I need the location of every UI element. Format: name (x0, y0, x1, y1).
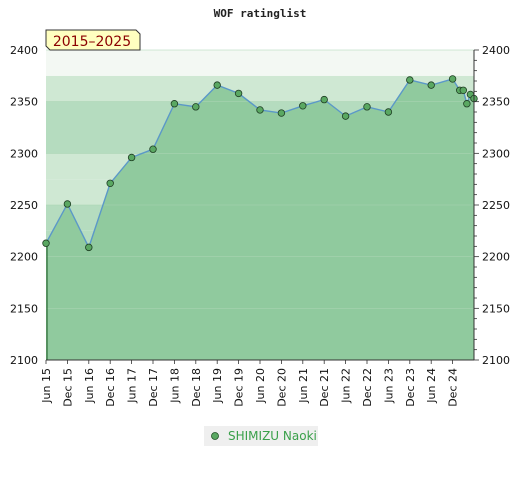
x-tick-label: Dec 23 (404, 368, 417, 407)
x-tick-label: Jun 20 (254, 368, 267, 404)
x-tick-label: Dec 16 (104, 368, 117, 407)
x-tick-label: Dec 18 (190, 368, 203, 407)
x-axis: Jun 15 Dec 15 Jun 16 Dec 16 Jun 17 Dec 17 Jun … (40, 359, 474, 407)
y-tick-label-right: 2150 (482, 302, 510, 315)
y-tick-label-right: 2250 (482, 199, 510, 212)
rating-markers (42, 75, 478, 252)
x-tick-label: Jun 23 (382, 368, 395, 404)
rating-point (106, 179, 114, 187)
x-tick-label: Jun 18 (168, 368, 181, 404)
rating-point (448, 75, 457, 83)
x-tick-label: Dec 15 (61, 368, 74, 407)
background-band (46, 50, 474, 76)
y-tick-label-right: 2400 (482, 44, 510, 57)
rating-point (85, 243, 93, 252)
rating-point (277, 109, 286, 117)
legend-box (204, 426, 318, 446)
rating-point (363, 103, 371, 111)
range-badge: 2015–2025 (45, 29, 141, 51)
x-tick-label: Dec 19 (233, 368, 246, 407)
x-tick-label: Jun 22 (340, 368, 353, 404)
x-tick-label: Jun 15 (40, 368, 53, 404)
rating-point (384, 108, 393, 116)
rating-point (63, 200, 72, 208)
x-tick-label: Dec 22 (361, 368, 374, 407)
rating-point (213, 81, 221, 89)
chart-title: WOF ratinglist (214, 7, 307, 20)
rating-area (46, 78, 474, 361)
rating-point (256, 106, 264, 114)
rating-point (299, 102, 307, 110)
rating-point (463, 100, 471, 108)
range-badge-box (45, 29, 141, 51)
rating-point (459, 86, 467, 94)
rating-point (170, 100, 179, 108)
legend-series-label: SHIMIZU Naoki (228, 429, 317, 443)
y-tick-label-left: 2300 (10, 147, 38, 160)
y-tick-label-left: 2250 (10, 199, 38, 212)
rating-point (427, 81, 435, 89)
rating-point (406, 76, 414, 84)
y-axis-left: 2100 2150 2200 2250 2300 2350 2400 (10, 44, 38, 367)
range-badge-label: 2015–2025 (53, 34, 131, 50)
rating-point (42, 239, 50, 247)
rating-area-fill (46, 78, 474, 361)
y-tick-label-left: 2200 (10, 251, 38, 264)
x-tick-label: Dec 20 (275, 368, 288, 407)
y-tick-label-left: 2400 (10, 44, 38, 57)
y-axis-right: 2100 2150 2200 2250 2300 2350 2400 (473, 44, 510, 367)
x-tick-label: Jun 19 (211, 368, 224, 404)
x-tick-label: Jun 24 (425, 368, 438, 404)
legend-marker-icon (211, 432, 219, 440)
rating-point (149, 145, 157, 153)
y-tick-label-left: 2350 (10, 96, 38, 109)
rating-point (127, 153, 136, 162)
y-tick-label-left: 2100 (10, 354, 38, 367)
rating-point (341, 112, 350, 120)
x-tick-label: Dec 24 (447, 368, 460, 407)
x-tick-label: Jun 16 (83, 368, 96, 404)
rating-point (192, 103, 200, 111)
x-tick-label: Jun 17 (126, 368, 139, 404)
y-tick-label-right: 2100 (482, 354, 510, 367)
x-tick-label: Jun 21 (297, 368, 310, 404)
y-tick-label-right: 2350 (482, 96, 510, 109)
y-tick-label-right: 2200 (482, 251, 510, 264)
y-tick-label-left: 2150 (10, 302, 38, 315)
x-tick-label: Dec 21 (318, 368, 331, 407)
x-tick-label: Dec 17 (147, 368, 160, 407)
rating-point (320, 95, 328, 104)
y-tick-label-right: 2300 (482, 147, 510, 160)
legend: SHIMIZU Naoki (204, 426, 318, 446)
rating-point (234, 89, 243, 98)
